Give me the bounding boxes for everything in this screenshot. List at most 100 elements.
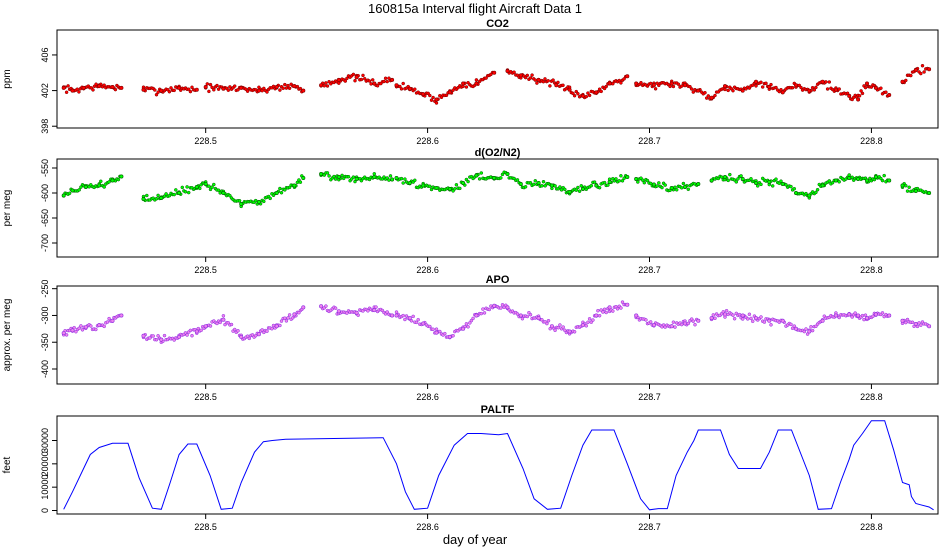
data-point [151,334,155,338]
data-point [671,84,676,89]
data-point [927,67,932,72]
data-point [447,90,452,95]
data-point [80,328,85,332]
data-point [549,324,554,329]
data-point [287,185,292,190]
data-point [606,183,610,187]
data-point [340,173,344,178]
data-point [403,317,407,322]
data-point [620,300,625,304]
data-point [399,87,404,91]
data-point [471,316,475,321]
data-point [203,85,208,90]
data-point [551,78,555,82]
data-point [597,313,602,318]
data-points [61,63,930,105]
data-point [802,329,807,334]
y-tick-label: 402 [40,83,50,98]
x-tick-label: 228.8 [860,392,883,402]
data-point [110,85,115,90]
x-tick-label: 228.7 [638,136,661,146]
data-point [382,79,386,84]
data-point [913,68,918,73]
data-point [336,77,341,82]
data-point [278,186,282,191]
data-point [208,324,213,328]
data-point [807,193,812,198]
data-point [602,307,607,312]
data-point [212,182,216,187]
data-point [464,322,469,326]
data-point [413,87,417,91]
data-point [528,312,533,317]
data-point [907,185,911,190]
data-point [325,84,330,88]
data-point [281,86,285,91]
data-point [558,323,562,327]
data-point [586,320,590,325]
data-point [602,180,607,185]
data-point [920,63,925,68]
data-point [394,176,399,181]
data-point [394,313,399,318]
data-point [737,312,742,317]
data-point [61,85,66,90]
data-point [390,313,395,318]
data-point [499,306,503,310]
data-point [229,322,234,327]
data-point [809,325,813,329]
y-tick-label: -600 [40,184,50,202]
data-point [89,324,93,328]
data-point [375,84,380,88]
data-point [535,81,539,85]
data-point [780,182,785,187]
data-point [790,85,795,90]
data-point [807,329,812,334]
data-point [274,85,279,90]
data-point [927,324,932,329]
data-point [759,315,763,319]
data-point [543,77,547,81]
x-tick-label: 228.7 [638,522,661,532]
data-point [428,184,432,189]
data-point [447,334,452,339]
data-point [319,83,324,88]
y-tick-label: 20000 [40,451,50,476]
data-point [77,90,81,94]
data-point [722,84,727,89]
data-point [723,87,727,92]
data-point [194,185,199,190]
data-point [421,321,426,326]
data-point [154,196,159,201]
data-point [745,317,750,321]
data-point [167,193,172,198]
data-point [691,90,696,94]
data-point [177,85,182,90]
data-point [541,79,546,84]
x-tick-label: 228.8 [860,522,883,532]
data-point [102,324,106,329]
data-point [169,86,173,90]
data-point [79,324,83,328]
data-point [399,176,404,181]
data-point [72,325,76,330]
data-point [827,179,832,183]
data-point [354,75,359,80]
data-point [709,95,714,100]
data-point [458,186,462,191]
data-point [873,85,878,90]
data-point [721,310,726,314]
data-point [709,178,714,183]
data-point [576,185,580,190]
data-point [625,74,630,79]
data-point [636,180,640,184]
data-point [221,317,226,322]
data-point [571,91,575,96]
data-point [596,308,600,313]
data-point [793,83,798,88]
data-point [431,95,435,100]
data-point [863,313,868,317]
data-point [525,314,530,319]
data-point [141,87,146,92]
